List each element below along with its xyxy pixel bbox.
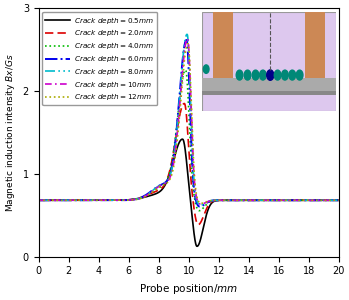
X-axis label: Probe position/$mm$: Probe position/$mm$ (139, 282, 238, 296)
Legend: $Crack\ depth=0.5mm$, $Crack\ depth=2.0mm$, $Crack\ depth=4.0mm$, $Crack\ depth=: $Crack\ depth=0.5mm$, $Crack\ depth=2.0m… (42, 12, 157, 105)
Y-axis label: Magnetic induction intensity $Bx$/$Gs$: Magnetic induction intensity $Bx$/$Gs$ (4, 53, 17, 212)
